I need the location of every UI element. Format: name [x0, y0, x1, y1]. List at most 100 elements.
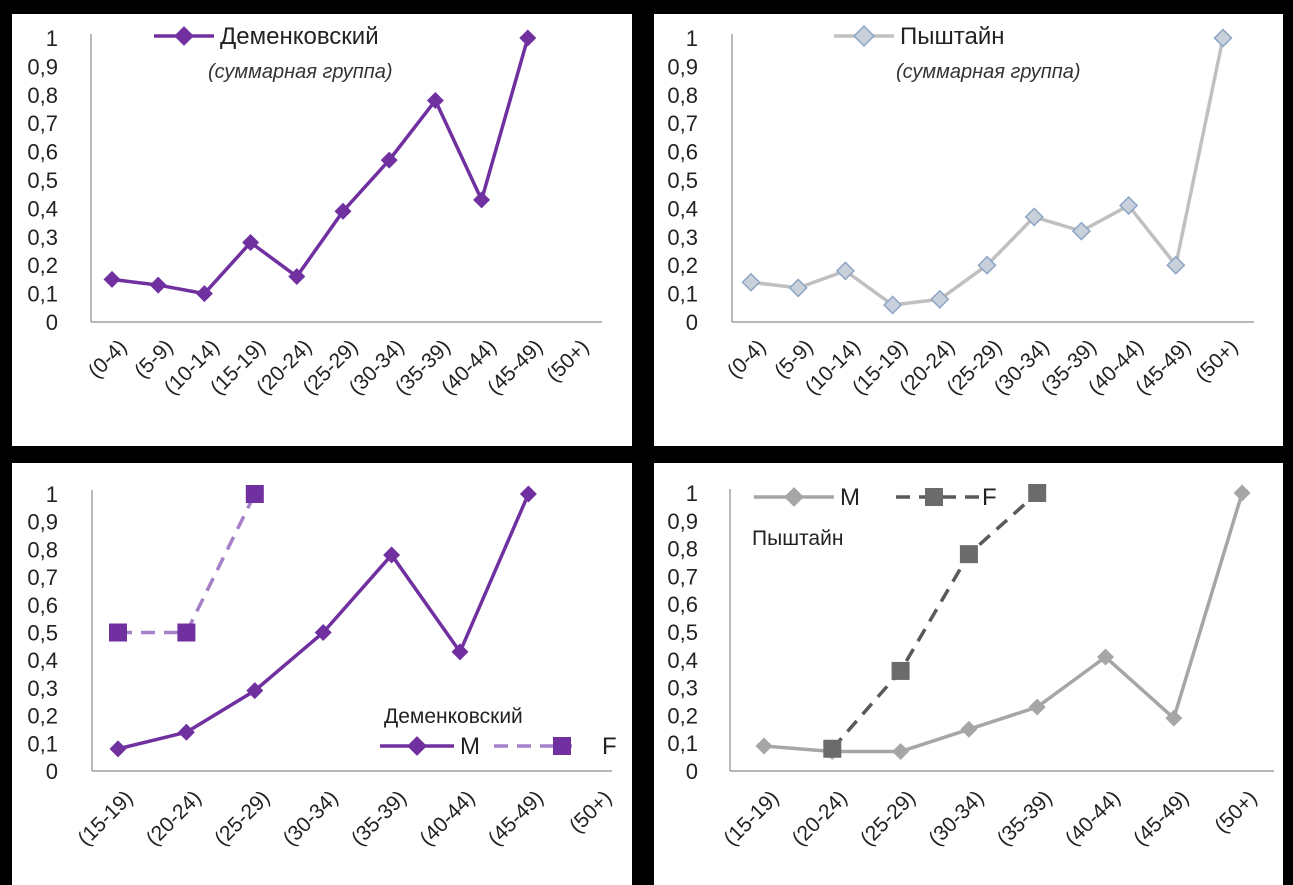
y-tick-label: 0,4 [667, 648, 698, 673]
x-tick-label: (50+) [1191, 335, 1242, 386]
y-tick-label: 0 [686, 310, 698, 335]
x-tick-label: (20-24) [142, 786, 206, 850]
x-tick-label: (50+) [542, 335, 593, 386]
y-tick-label: 0,8 [667, 537, 698, 562]
y-tick-label: 0,8 [27, 537, 58, 562]
y-tick-label: 0,5 [667, 620, 698, 645]
x-tick-label: (35-39) [993, 786, 1057, 850]
data-point-diamond [892, 743, 909, 760]
y-tick-label: 0,4 [27, 196, 58, 221]
x-tick-label: (35-39) [347, 786, 411, 850]
legend-diamond-marker [174, 26, 194, 46]
series-line-f [832, 493, 1037, 749]
data-point-diamond [790, 279, 807, 296]
legend-label-demenkovsky: Деменковский [220, 23, 379, 50]
x-tick-label: (45-49) [1129, 786, 1193, 850]
y-tick-label: 0,5 [27, 168, 58, 193]
legend: Деменковский (суммарная группа) [154, 23, 393, 83]
y-tick-label: 0,3 [27, 676, 58, 701]
chart-svg: 00,10,20,30,40,50,60,70,80,91 (0-4)(5-9)… [654, 14, 1283, 446]
legend-square-marker [925, 488, 943, 506]
chart-svg: 00,10,20,30,40,50,60,70,80,91 (15-19) (20… [654, 463, 1283, 885]
data-point-square [246, 485, 264, 503]
data-point-diamond [1215, 30, 1232, 47]
legend-label-f: F [982, 484, 997, 511]
x-tick-label: (30-34) [924, 786, 988, 850]
data-point-square [177, 624, 195, 642]
chart-svg: 00,10,20,30,40,50,60,70,80,91 (0-4)(5-9)… [12, 14, 632, 446]
y-tick-label: 0,2 [667, 703, 698, 728]
data-point-diamond [756, 737, 773, 754]
data-point-diamond [520, 486, 537, 503]
legend-diamond-marker [854, 26, 874, 46]
data-point-diamond [960, 721, 977, 738]
y-tick-label: 0,6 [667, 140, 698, 165]
data-point-diamond [519, 30, 536, 47]
legend-diamond-marker [784, 487, 804, 507]
x-tick-label: (15-19) [73, 786, 137, 850]
x-tick-label: (20-24) [788, 786, 852, 850]
data-point-diamond [150, 277, 167, 294]
y-tick-label: 0,7 [27, 565, 58, 590]
y-tick-label: 0,3 [27, 225, 58, 250]
y-tick-label: 0,6 [667, 592, 698, 617]
y-tick-label: 1 [46, 26, 58, 51]
chart-panel-demenkovsky-mf: 0 0,1 0,2 0,3 0,4 0,5 0,6 0,7 0,8 0,9 1 (15-19) (20… [12, 463, 632, 885]
data-point-diamond [1073, 223, 1090, 240]
x-tick-label: (0-4) [84, 335, 132, 383]
y-tick-label: 0,8 [27, 83, 58, 108]
y-tick-label: 0,8 [667, 83, 698, 108]
data-point-diamond [743, 274, 760, 291]
data-point-diamond [473, 191, 490, 208]
y-tick-label: 1 [686, 481, 698, 506]
x-tick-label: (25-29) [210, 786, 274, 850]
y-tick-label: 0,7 [667, 564, 698, 589]
chart-subtitle: (суммарная группа) [208, 61, 393, 83]
y-tick-label: 0,6 [27, 593, 58, 618]
legend: Деменковский M F [380, 705, 617, 760]
legend: M F Пыштайн [752, 484, 997, 550]
y-tick-label: 0,4 [27, 648, 58, 673]
legend-label-m: M [840, 484, 860, 511]
y-tick-label: 0,2 [27, 704, 58, 729]
chart-panel-pyshtain-mf: 0 0,1 0,2 0,3 0,4 0,5 0,6 0,7 0,8 0,9 1 (15-19) (20… [654, 463, 1283, 885]
x-tick-label: (45-49) [484, 786, 548, 850]
chart-subtitle: (суммарная группа) [896, 61, 1081, 83]
y-tick-label: 0,7 [667, 111, 698, 136]
y-tick-label: 1 [46, 482, 58, 507]
legend-diamond-marker [407, 736, 427, 756]
x-tick-label: (25-29) [856, 786, 920, 850]
x-tick-label: (15-19) [719, 786, 783, 850]
y-tick-label: 0,3 [667, 676, 698, 701]
legend-label-m: M [460, 733, 480, 760]
y-tick-label: 0,1 [27, 282, 58, 307]
legend-group-label: Пыштайн [752, 527, 843, 550]
x-tick-label: (30-34) [279, 786, 343, 850]
y-tick-label: 0,9 [667, 54, 698, 79]
y-tick-label: 1 [686, 26, 698, 51]
y-tick-label: 0,6 [27, 140, 58, 165]
x-tick-label: (0-4) [723, 335, 771, 383]
y-tick-label: 0 [46, 759, 58, 784]
y-tick-label: 0,2 [667, 253, 698, 278]
x-tick-label: (40-44) [1061, 786, 1125, 850]
data-point-diamond [110, 740, 127, 757]
data-point-square [1028, 484, 1046, 502]
y-tick-label: 0,4 [667, 196, 698, 221]
legend-square-marker [553, 737, 571, 755]
data-point-diamond [178, 724, 195, 741]
chart-panel-pyshtain-total: 0 0,1 0,2 0,3 0,4 0,5 0,6 0,7 0,8 0,9 1 (0-4) (5-9)… [654, 14, 1283, 446]
y-tick-label: 0,9 [667, 509, 698, 534]
data-point-square [960, 545, 978, 563]
legend-label-pyshtain: Пыштайн [900, 23, 1004, 50]
y-tick-label: 0,9 [27, 54, 58, 79]
legend-group-label: Деменковский [384, 705, 523, 728]
legend: Пыштайн (суммарная группа) [834, 23, 1081, 83]
data-point-square [892, 662, 910, 680]
y-tick-label: 0,5 [667, 168, 698, 193]
x-tick-label: (50+) [1210, 786, 1261, 837]
x-tick-label: (50+) [565, 786, 616, 837]
data-point-square [823, 740, 841, 758]
x-tick-label: (40-44) [415, 786, 479, 850]
y-tick-label: 0 [46, 310, 58, 335]
